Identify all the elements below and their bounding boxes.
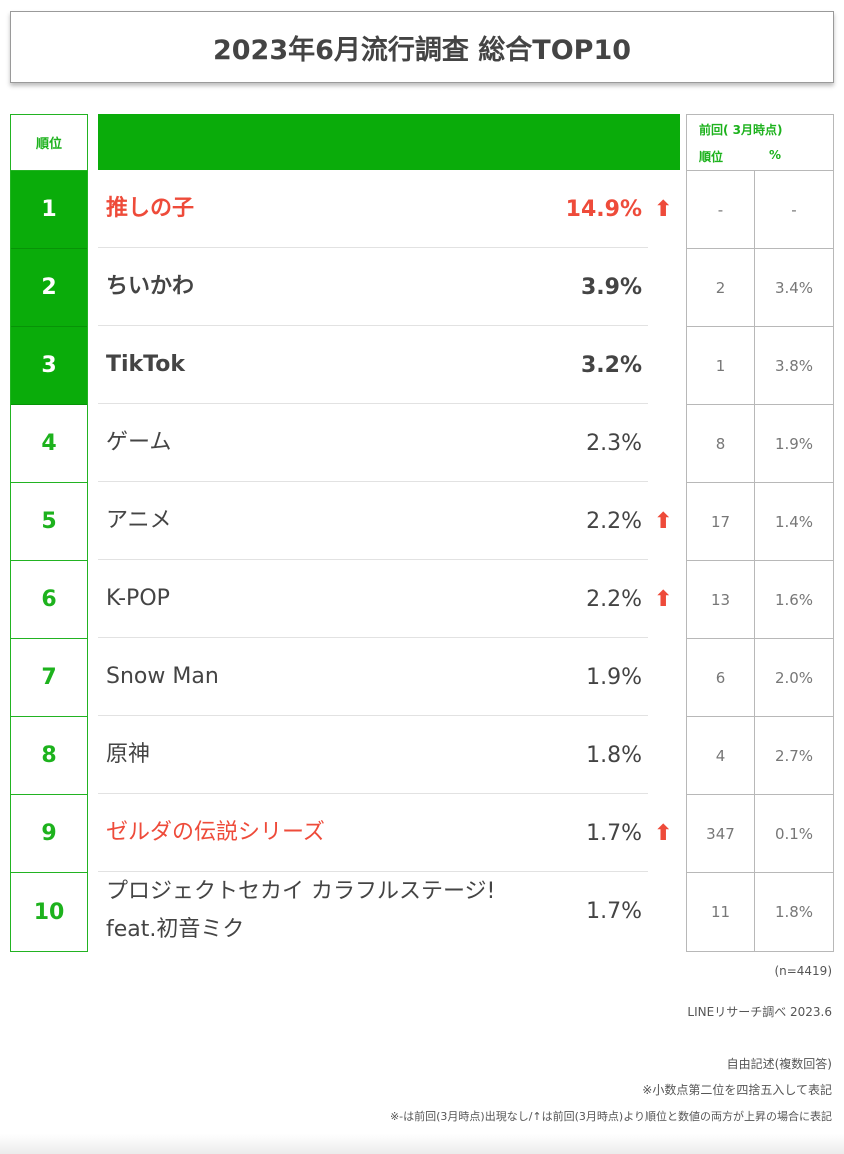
rank-cell: 1 — [11, 171, 87, 249]
previous-percentage: 1.9% — [774, 434, 814, 453]
previous-percentage: 2.7% — [774, 746, 814, 765]
previous-rank: 17 — [687, 483, 755, 560]
item-percentage: 2.2% — [586, 508, 642, 534]
table-row: ちいかわ 3.9% — [98, 248, 648, 326]
up-arrow-icon: ⬆ — [654, 586, 673, 612]
rank-cell: 6 — [11, 561, 87, 639]
rank-header: 順位 — [11, 115, 87, 171]
previous-row: 1 3.8% — [687, 327, 833, 405]
item-name: アニメ — [106, 508, 172, 533]
item-percentage: 14.9% — [565, 196, 642, 222]
previous-row: 8 1.9% — [687, 405, 833, 483]
item-percentage: 3.2% — [580, 352, 642, 378]
previous-row: 2 3.4% — [687, 249, 833, 327]
up-arrow-icon: ⬆ — [654, 196, 673, 222]
source-note: LINEリサーチ調べ 2023.6 — [687, 1005, 832, 1019]
rank-cell: 10 — [33, 899, 65, 925]
table-row: アニメ 2.2% ⬆ — [98, 482, 672, 560]
previous-percentage: 1.8% — [774, 903, 814, 921]
previous-header-period: 前回( 3月時点) — [699, 123, 783, 137]
table-row: 推しの子 14.9% ⬆ — [98, 170, 672, 248]
previous-row: 4 2.7% — [687, 717, 833, 795]
main-header-bar — [98, 114, 680, 170]
previous-ranking-column: 前回( 3月時点) 順位 % - - 2 3.4% 1 3.8% 8 1.9% … — [686, 114, 834, 952]
item-name: ちいかわ — [106, 274, 195, 299]
rank-cell: 4 — [11, 405, 87, 483]
table-row: ゼルダの伝説シリーズ 1.7% ⬆ — [98, 794, 672, 872]
previous-percentage: 1.6% — [774, 590, 814, 609]
sample-size-note: (n=4419) — [774, 964, 832, 978]
page-title: 2023年6月流行調査 総合TOP10 — [10, 11, 834, 83]
up-arrow-icon: ⬆ — [654, 508, 673, 534]
up-arrow-icon: ⬆ — [654, 820, 673, 846]
previous-rank: 13 — [687, 561, 755, 638]
item-percentage: 2.2% — [586, 586, 642, 612]
previous-rank: - — [687, 171, 755, 248]
rank-cell: 5 — [11, 483, 87, 561]
previous-row: 11 1.8% — [687, 873, 833, 951]
previous-row: 13 1.6% — [687, 561, 833, 639]
previous-row: - - — [687, 171, 833, 249]
item-name: Snow Man — [106, 664, 219, 689]
item-percentage: 1.7% — [586, 898, 642, 924]
previous-header: 前回( 3月時点) 順位 % — [687, 115, 833, 171]
previous-rank: 1 — [687, 327, 755, 404]
previous-rank: 11 — [687, 873, 755, 951]
item-name: K-POP — [106, 586, 170, 611]
rank-cell: 7 — [11, 639, 87, 717]
bottom-fade — [0, 1134, 844, 1154]
previous-rank: 347 — [687, 795, 755, 872]
table-row: プロジェクトセカイ カラフルステージ! feat.初音ミク 1.7% — [98, 872, 648, 950]
rank-cell: 3 — [11, 327, 87, 405]
item-name: プロジェクトセカイ カラフルステージ! feat.初音ミク — [106, 879, 496, 942]
table-row: TikTok 3.2% — [98, 326, 648, 404]
previous-row: 17 1.4% — [687, 483, 833, 561]
previous-rank: 8 — [687, 405, 755, 482]
previous-percentage: 2.0% — [774, 668, 814, 687]
item-name: ゲーム — [106, 430, 172, 455]
previous-row: 347 0.1% — [687, 795, 833, 873]
item-percentage: 1.8% — [586, 742, 642, 768]
table-row: K-POP 2.2% ⬆ — [98, 560, 672, 638]
previous-percentage: 0.1% — [774, 824, 814, 843]
item-percentage: 1.7% — [586, 820, 642, 846]
item-percentage: 2.3% — [586, 430, 642, 456]
ranking-main-column: 推しの子 14.9% ⬆ ちいかわ 3.9% TikTok 3.2% ゲーム 2… — [98, 114, 680, 950]
rounding-note: ※小数点第二位を四捨五入して表記 — [642, 1083, 832, 1097]
previous-header-rank: 順位 — [699, 150, 724, 164]
previous-percentage: 3.4% — [774, 278, 814, 297]
item-name: ゼルダの伝説シリーズ — [106, 820, 325, 845]
rank-cell: 8 — [11, 717, 87, 795]
rank-cell: 9 — [11, 795, 87, 873]
previous-rank: 2 — [687, 249, 755, 326]
previous-percentage: - — [791, 200, 797, 219]
previous-row: 6 2.0% — [687, 639, 833, 717]
rank-column: 順位 1 2 3 4 5 6 7 8 9 10 — [10, 114, 88, 952]
previous-percentage: 3.8% — [774, 356, 814, 375]
item-percentage: 1.9% — [586, 664, 642, 690]
method-note: 自由記述(複数回答) — [726, 1057, 832, 1071]
table-row: 原神 1.8% — [98, 716, 648, 794]
previous-rank: 4 — [687, 717, 755, 794]
item-percentage: 3.9% — [580, 274, 642, 300]
table-row: ゲーム 2.3% — [98, 404, 648, 482]
previous-header-pct: % — [769, 148, 782, 162]
item-name: TikTok — [106, 352, 186, 377]
legend-note: ※-は前回(3月時点)出現なし/↑は前回(3月時点)より順位と数値の両方が上昇の… — [389, 1110, 832, 1123]
rank-cell: 2 — [11, 249, 87, 327]
item-name: 原神 — [106, 742, 151, 767]
previous-rank: 6 — [687, 639, 755, 716]
table-row: Snow Man 1.9% — [98, 638, 648, 716]
previous-percentage: 1.4% — [774, 512, 814, 531]
item-name: 推しの子 — [106, 196, 195, 221]
